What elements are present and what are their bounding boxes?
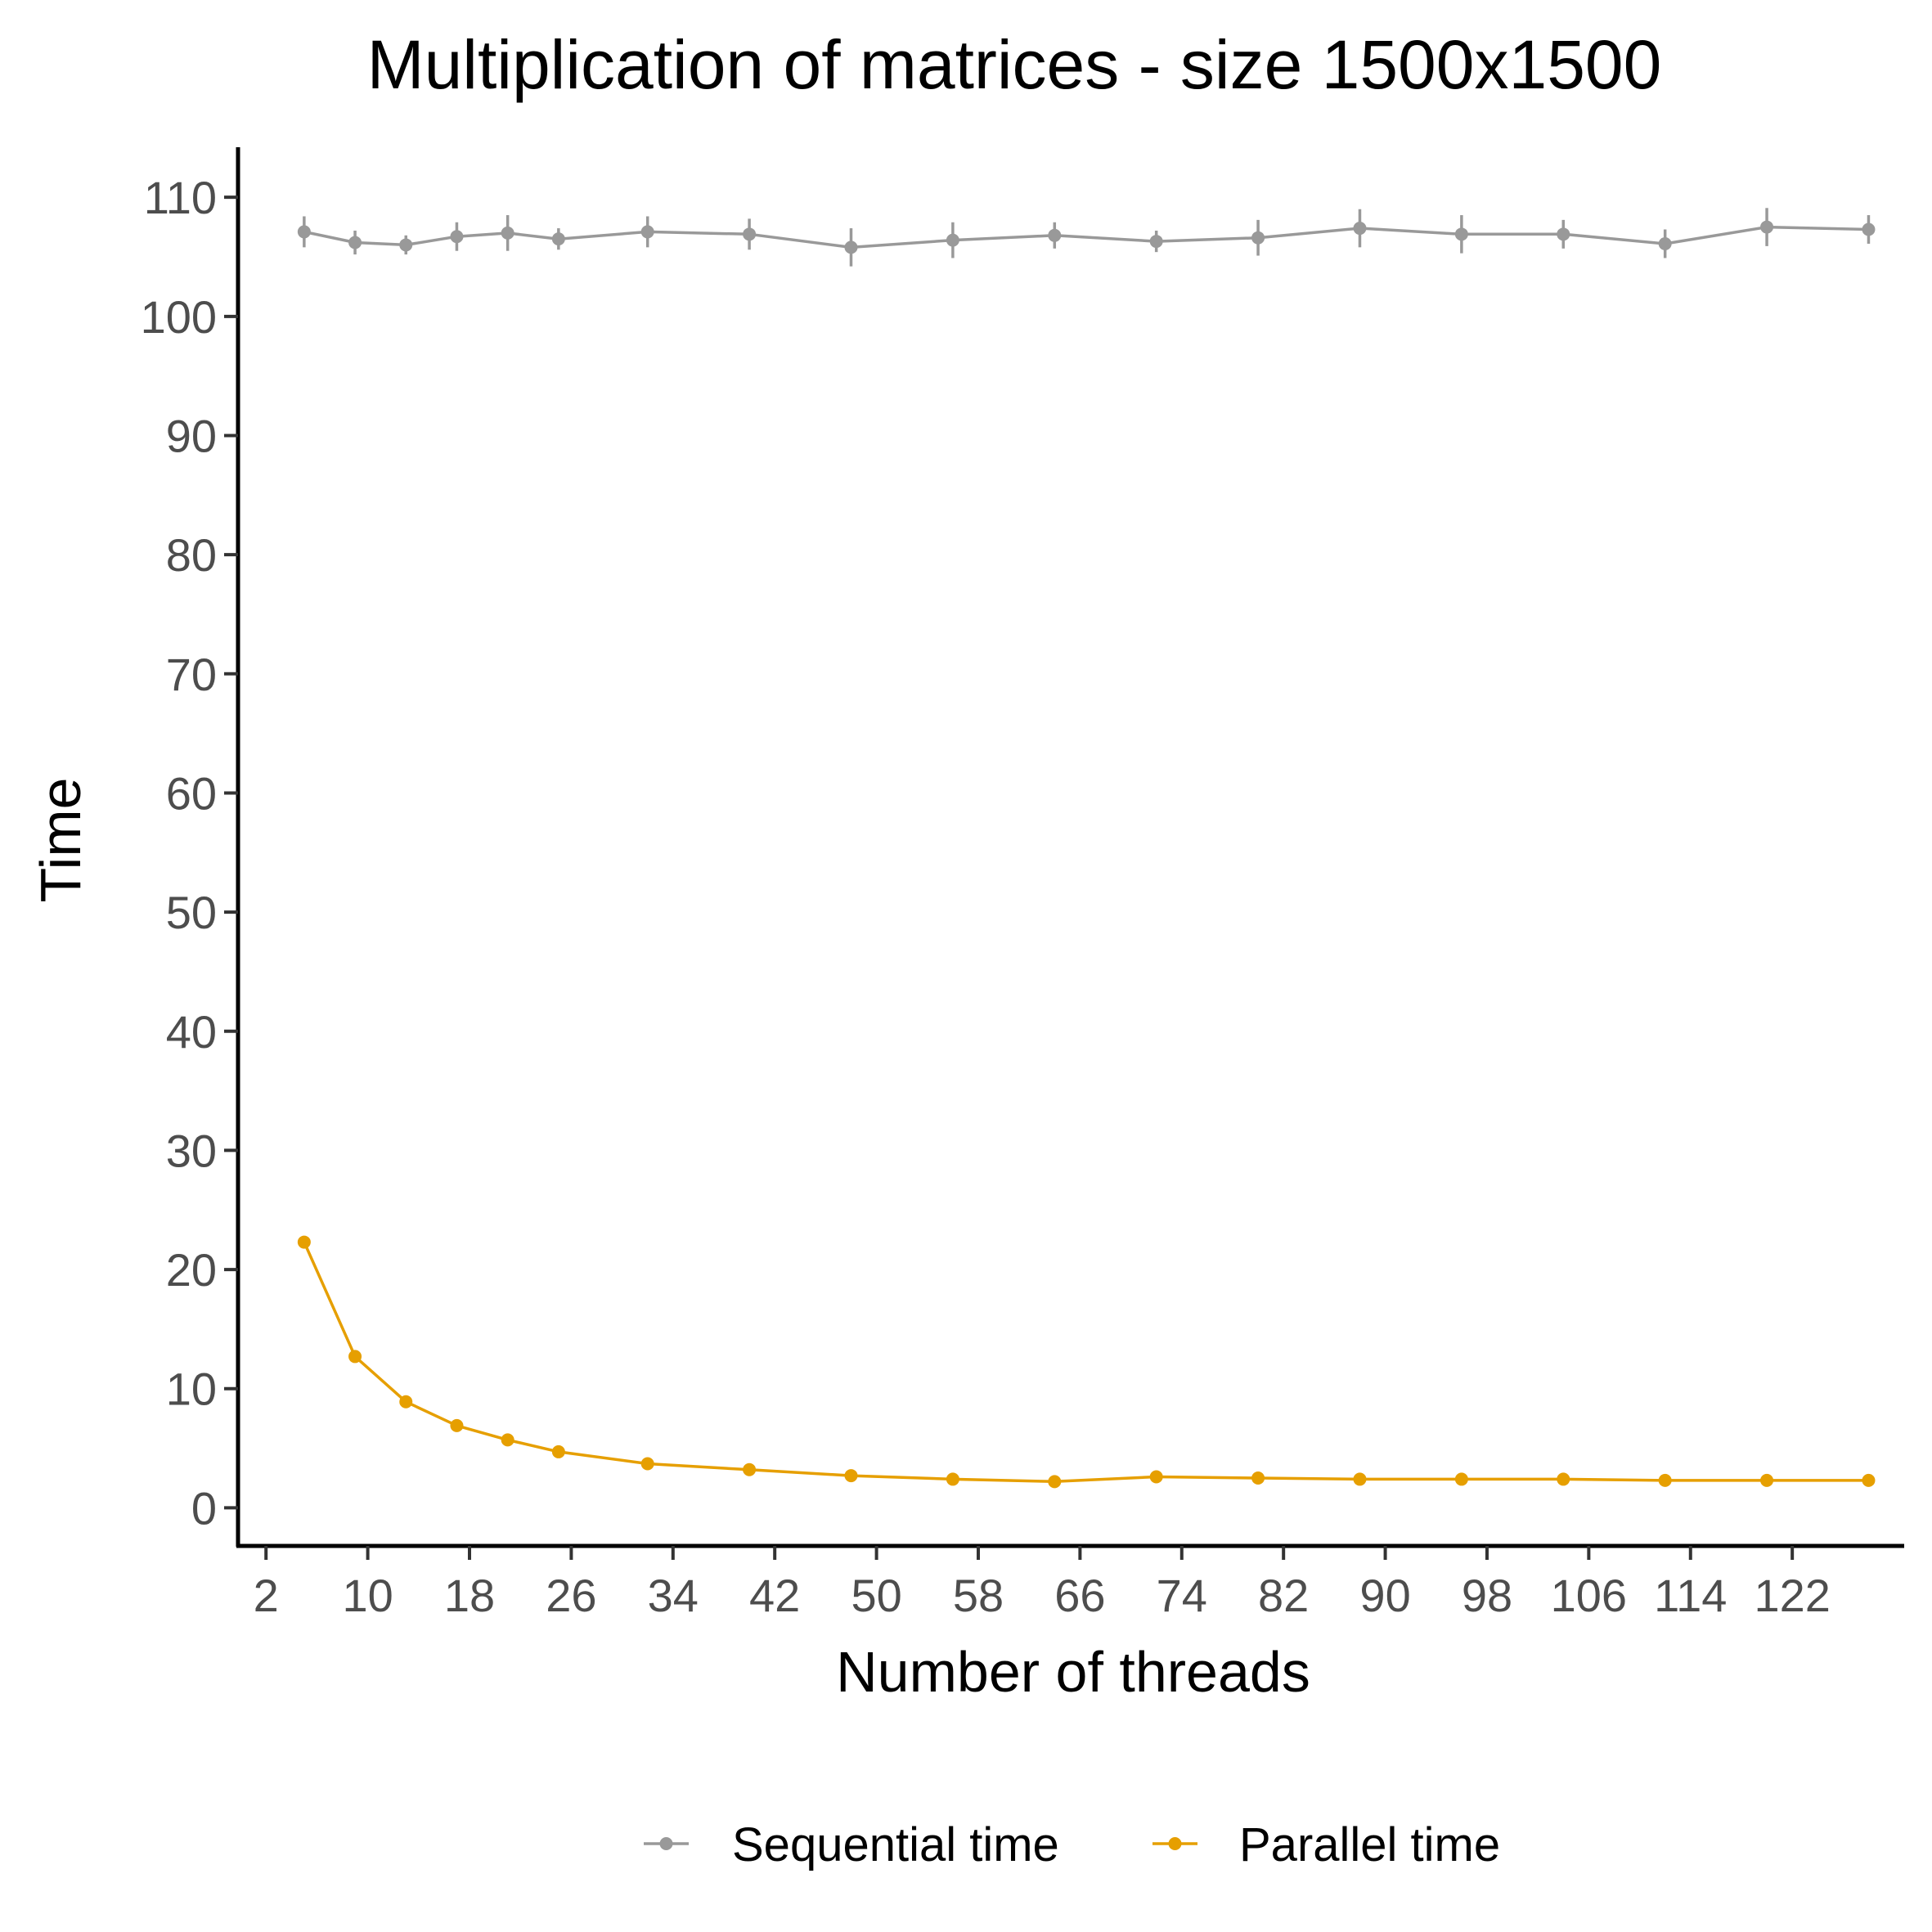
x-axis-title: Number of threads: [836, 1640, 1310, 1704]
sequential-time-point: [297, 225, 311, 239]
parallel-time-point: [1658, 1473, 1672, 1487]
parallel-time-point: [399, 1395, 413, 1409]
legend-label-sequential-time: Sequential time: [732, 1818, 1059, 1871]
parallel-time-point: [551, 1445, 565, 1458]
y-axis-title: Time: [29, 778, 92, 903]
y-tick-label: 100: [141, 291, 217, 343]
parallel-time-point: [1353, 1472, 1367, 1486]
parallel-time-point: [501, 1433, 514, 1447]
parallel-time-point: [1557, 1472, 1570, 1486]
x-tick-label: 2: [254, 1570, 279, 1621]
sequential-time-point: [1862, 222, 1876, 236]
parallel-time-point: [640, 1457, 654, 1471]
x-tick-label: 74: [1157, 1570, 1207, 1621]
parallel-time-point: [1251, 1471, 1265, 1485]
y-tick-label: 90: [166, 410, 217, 461]
x-tick-label: 114: [1654, 1570, 1727, 1621]
sequential-time-point: [1048, 228, 1062, 242]
parallel-time-point: [1862, 1473, 1876, 1487]
x-tick-label: 122: [1754, 1570, 1830, 1621]
x-tick-label: 18: [444, 1570, 495, 1621]
parallel-time-point: [844, 1469, 858, 1483]
x-tick-label: 58: [953, 1570, 1004, 1621]
sequential-time-point: [1149, 235, 1163, 249]
x-tick-label: 82: [1258, 1570, 1309, 1621]
chart-title: Multiplication of matrices - size 1500x1…: [367, 26, 1662, 103]
sequential-time-point: [501, 226, 514, 240]
parallel-time-point: [450, 1418, 464, 1432]
y-tick-label: 80: [166, 529, 217, 581]
x-tick-label: 42: [749, 1570, 800, 1621]
sequential-time-point: [1658, 236, 1672, 250]
parallel-time-point: [743, 1462, 757, 1476]
x-tick-label: 10: [342, 1570, 393, 1621]
y-tick-label: 40: [166, 1006, 217, 1058]
sequential-time-point: [1557, 227, 1570, 241]
parallel-time-point: [1048, 1475, 1062, 1489]
x-tick-label: 66: [1054, 1570, 1105, 1621]
sequential-time-point: [450, 230, 464, 244]
parallel-time-point: [1454, 1472, 1468, 1486]
legend-key-point-parallel-time: [1168, 1837, 1182, 1850]
parallel-time-point: [348, 1350, 362, 1364]
sequential-time-point: [1251, 231, 1265, 245]
sequential-time-point: [1353, 222, 1367, 236]
sequential-time-point: [743, 227, 757, 241]
x-tick-label: 50: [851, 1570, 901, 1621]
x-tick-label: 34: [648, 1570, 699, 1621]
y-tick-label: 30: [166, 1125, 217, 1176]
parallel-time-point: [297, 1235, 311, 1249]
x-tick-label: 106: [1551, 1570, 1627, 1621]
sequential-time-point: [946, 233, 959, 247]
y-tick-label: 10: [166, 1364, 217, 1415]
y-tick-label: 60: [166, 767, 217, 819]
parallel-time-point: [946, 1472, 959, 1486]
y-tick-label: 110: [144, 172, 217, 223]
sequential-time-point: [399, 238, 413, 252]
x-tick-label: 90: [1359, 1570, 1410, 1621]
y-tick-label: 50: [166, 887, 217, 938]
sequential-time-point: [844, 240, 858, 254]
sequential-time-point: [1454, 227, 1468, 241]
x-tick-label: 26: [546, 1570, 596, 1621]
legend-key-point-sequential-time: [659, 1837, 673, 1850]
parallel-time-point: [1149, 1470, 1163, 1484]
y-tick-label: 0: [191, 1482, 217, 1534]
sequential-time-point: [1760, 220, 1774, 234]
x-tick-label: 98: [1462, 1570, 1512, 1621]
y-tick-label: 70: [166, 649, 217, 700]
sequential-time-point: [551, 232, 565, 246]
y-tick-label: 20: [166, 1244, 217, 1296]
sequential-time-point: [640, 225, 654, 239]
legend-label-parallel-time: Parallel time: [1239, 1818, 1500, 1871]
plot-area: 0 10 20 30 40 50 60 70 80 90 100 110 2 10 18 26 34 42 50 58…: [141, 147, 1904, 1621]
parallel-time-point: [1760, 1473, 1774, 1487]
sequential-time-point: [348, 236, 362, 249]
legend: Sequential time Parallel time: [644, 1818, 1500, 1871]
